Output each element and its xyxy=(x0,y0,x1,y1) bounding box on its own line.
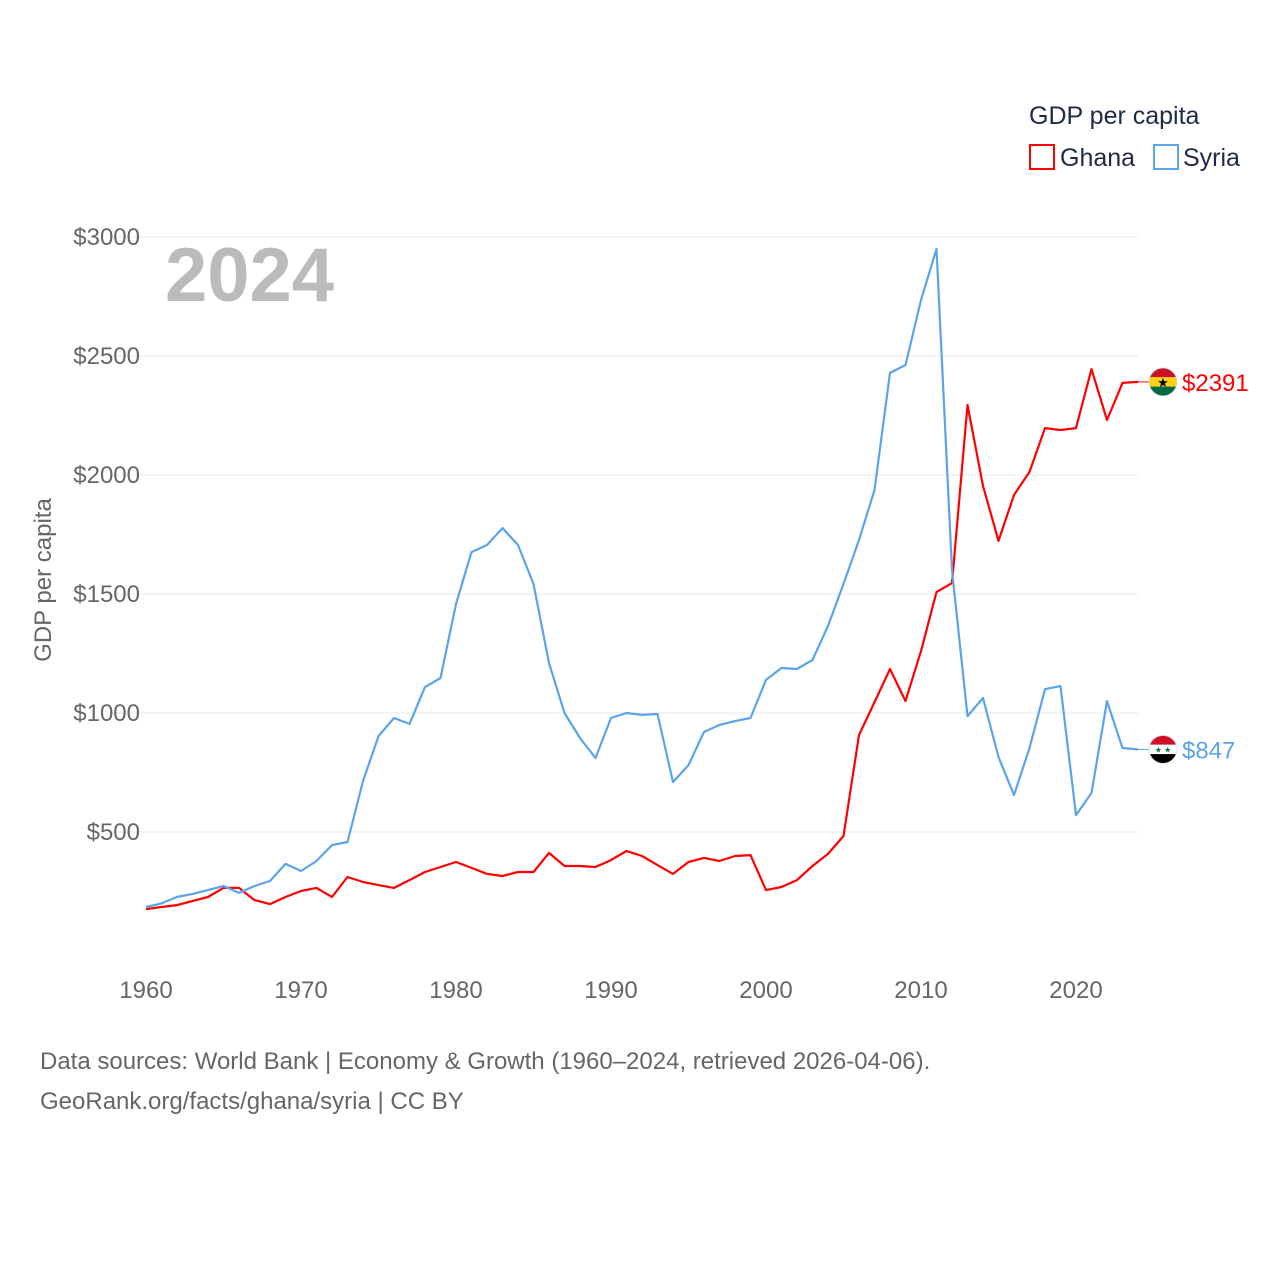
flag-stripe xyxy=(1149,735,1177,745)
legend-item-ghana[interactable]: Ghana xyxy=(1029,144,1135,172)
line-ghana xyxy=(145,368,1139,911)
flag-stripe xyxy=(1149,754,1177,764)
end-value-label: $847 xyxy=(1182,737,1235,764)
ghana-flag-icon: ★ xyxy=(1148,367,1178,397)
legend-swatch-syria xyxy=(1153,144,1179,170)
y-axis-label: GDP per capita xyxy=(30,498,57,662)
syria-flag-icon: ★ ★ xyxy=(1148,735,1178,764)
year-label: 2024 xyxy=(165,233,334,318)
source-url[interactable]: GeoRank.org/facts/ghana/syria | CC BY xyxy=(40,1088,464,1115)
source-line: Data sources: World Bank | Economy & Gro… xyxy=(40,1048,931,1075)
flag-border xyxy=(1148,367,1178,397)
y-tick-label: $2000 xyxy=(73,462,140,489)
legend-swatch-ghana xyxy=(1029,144,1055,170)
flag-stripe xyxy=(1149,377,1177,387)
line-syria xyxy=(145,247,1139,909)
star-icon: ★ ★ xyxy=(1155,745,1172,754)
legend-label-ghana: Ghana xyxy=(1060,144,1135,172)
y-tick-label: $1500 xyxy=(73,581,140,608)
flag-stripe xyxy=(1149,744,1177,755)
source-note: Data sources: World Bank | Economy & Gro… xyxy=(40,1042,930,1122)
flag-stripe xyxy=(1149,367,1177,378)
x-tick-label: 1960 xyxy=(119,977,172,1004)
flag-border xyxy=(1148,735,1178,764)
x-tick-label: 2000 xyxy=(739,977,792,1004)
legend-title: GDP per capita xyxy=(1029,102,1200,130)
y-tick-label: $500 xyxy=(87,819,140,846)
end-value-label: $2391 xyxy=(1182,370,1249,397)
legend-item-syria[interactable]: Syria xyxy=(1153,144,1240,172)
x-tick-label: 1990 xyxy=(584,977,637,1004)
x-tick-label: 2010 xyxy=(894,977,947,1004)
x-tick-label: 1970 xyxy=(274,977,327,1004)
flag-stripe xyxy=(1149,386,1177,396)
x-tick-label: 1980 xyxy=(429,977,482,1004)
flag-body: ★ ★ xyxy=(1149,735,1177,764)
flag-body: ★ xyxy=(1149,367,1177,396)
x-tick-label: 2020 xyxy=(1049,977,1102,1004)
legend-label-syria: Syria xyxy=(1183,144,1240,172)
y-tick-label: $1000 xyxy=(73,700,140,727)
y-tick-label: $2500 xyxy=(73,343,140,370)
star-icon: ★ xyxy=(1157,375,1169,390)
y-tick-label: $3000 xyxy=(73,224,140,251)
